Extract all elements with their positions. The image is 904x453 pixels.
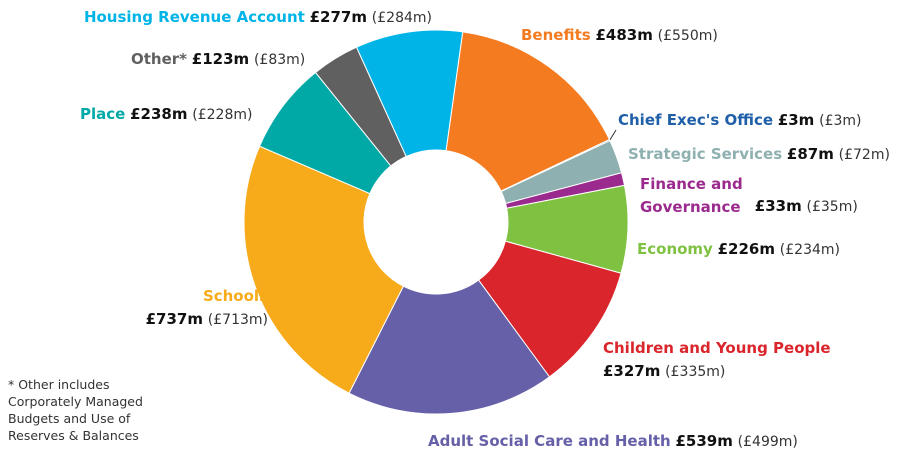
category-label: Finance and Governance xyxy=(640,175,743,216)
value-label: £87m xyxy=(786,145,834,163)
segment-label: Schools £737m (£713m) xyxy=(146,285,268,332)
segment-label: Children and Young People £327m (£335m) xyxy=(603,337,831,384)
value-label: £238m xyxy=(130,105,188,123)
previous-label: (£713m) xyxy=(207,312,268,328)
category-label: Adult Social Care and Health xyxy=(428,432,671,450)
segment-label: Finance and Governance £33m (£35m) xyxy=(640,173,858,219)
previous-label: (£228m) xyxy=(192,107,253,123)
segment xyxy=(477,240,622,378)
category-label: Housing Revenue Account xyxy=(83,8,305,26)
segment xyxy=(445,31,611,192)
previous-label: (£335m) xyxy=(665,364,726,380)
segment-label: Housing Revenue Account £277m (£284m) xyxy=(84,6,432,30)
value-label: £737m xyxy=(145,310,204,328)
category-label: Strategic Services xyxy=(628,145,783,163)
footnote: * Other includes Corporately Managed Bud… xyxy=(8,377,143,443)
previous-label: (£234m) xyxy=(779,242,840,258)
previous-label: (£499m) xyxy=(737,434,798,450)
segment-label: Economy £226m (£234m) xyxy=(637,238,840,262)
segment-label: Benefits £483m (£550m) xyxy=(521,24,718,48)
previous-label: (£550m) xyxy=(657,28,718,44)
category-label: Schools xyxy=(202,287,268,305)
previous-label: (£284m) xyxy=(371,10,432,26)
category-label: Economy xyxy=(637,240,713,258)
category-label: Benefits xyxy=(521,26,591,44)
segment-label: Other* £123m (£83m) xyxy=(131,48,305,72)
value-label: £327m xyxy=(603,362,661,380)
segment-label: Adult Social Care and Health £539m (£499… xyxy=(428,430,798,453)
segment xyxy=(243,145,405,394)
previous-label: (£3m) xyxy=(819,113,862,129)
value-label: £123m xyxy=(191,50,250,68)
segment-label: Strategic Services £87m (£72m) xyxy=(628,143,890,167)
value-label: £483m xyxy=(595,26,653,44)
category-label: Children and Young People xyxy=(603,339,831,357)
previous-label: (£72m) xyxy=(838,147,890,163)
value-label: £33m xyxy=(754,197,802,215)
segment xyxy=(355,29,464,158)
value-label: £226m xyxy=(717,240,776,258)
segment-label: Chief Exec's Office £3m (£3m) xyxy=(618,109,862,133)
previous-label: (£83m) xyxy=(253,52,306,68)
segment xyxy=(348,279,551,415)
category-label: Chief Exec's Office xyxy=(618,111,774,129)
segment-label: Place £238m (£228m) xyxy=(80,103,252,127)
previous-label: (£35m) xyxy=(806,199,858,215)
value-label: £3m xyxy=(777,111,815,129)
category-label: Place xyxy=(80,105,126,123)
category-label: Other* xyxy=(131,50,188,68)
value-label: £277m xyxy=(309,8,368,26)
value-label: £539m xyxy=(675,432,733,450)
